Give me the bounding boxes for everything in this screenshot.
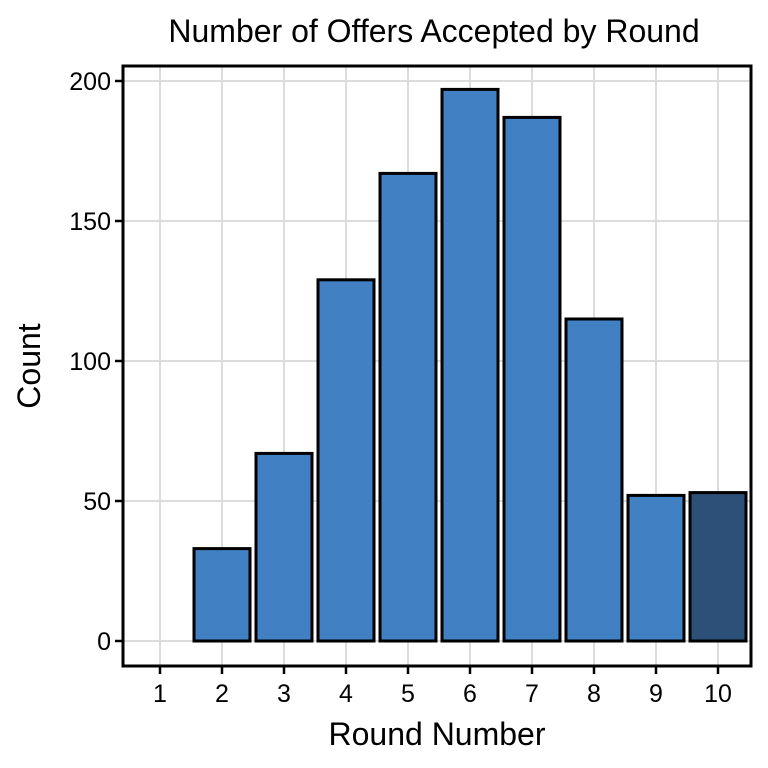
bar-round-3 [254, 451, 314, 643]
bar-round-8 [564, 317, 624, 643]
x-tick-label-4: 4 [339, 680, 353, 708]
bar-round-5 [378, 171, 438, 643]
x-tick-label-10: 10 [704, 680, 732, 708]
x-tick-label-8: 8 [587, 680, 601, 708]
bar-round-10 [688, 491, 748, 643]
plot-panel-border [121, 64, 753, 668]
x-tick-label-9: 9 [649, 680, 663, 708]
y-tick-label-0: 0 [97, 628, 111, 656]
y-tick-label-200: 200 [69, 68, 111, 96]
x-axis-title: Round Number [329, 716, 546, 752]
x-tick-label-3: 3 [277, 680, 291, 708]
bar-round-6 [440, 87, 500, 643]
bar-round-7 [502, 115, 562, 643]
x-axis-ticks: 1 2 3 4 5 6 7 8 9 10 [153, 666, 732, 708]
y-axis-title: Count [11, 323, 47, 409]
y-tick-label-150: 150 [69, 208, 111, 236]
bar-round-9 [626, 493, 686, 643]
x-tick-label-5: 5 [401, 680, 415, 708]
y-tick-label-50: 50 [83, 488, 111, 516]
bars [192, 87, 748, 643]
x-tick-label-1: 1 [153, 680, 167, 708]
x-tick-label-2: 2 [215, 680, 229, 708]
y-axis-ticks: 0 50 100 150 200 [69, 68, 123, 656]
bar-round-4 [316, 278, 376, 643]
y-tick-label-100: 100 [69, 348, 111, 376]
chart-title: Number of Offers Accepted by Round [168, 13, 699, 49]
x-tick-label-6: 6 [463, 680, 477, 708]
x-tick-label-7: 7 [525, 680, 539, 708]
bar-round-2 [192, 547, 252, 643]
